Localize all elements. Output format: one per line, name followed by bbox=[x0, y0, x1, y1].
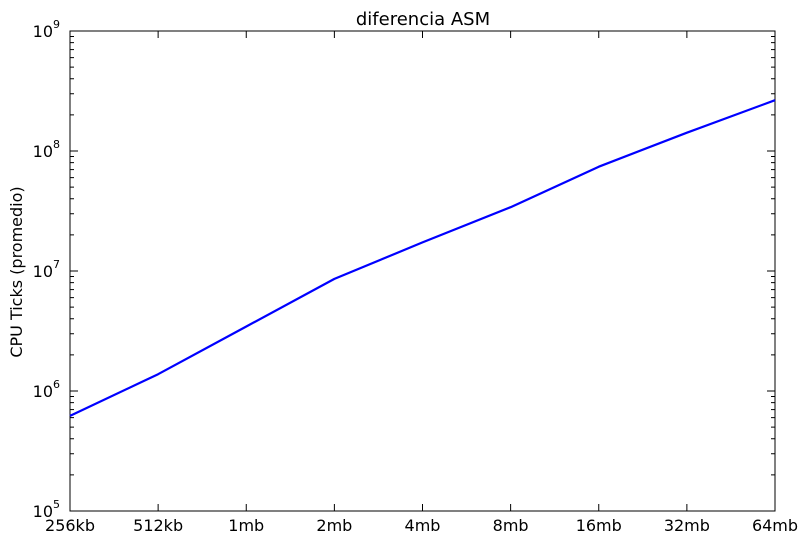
chart-title: diferencia ASM bbox=[356, 9, 490, 30]
y-tick-label: 108 bbox=[33, 138, 60, 161]
x-tick-label: 16mb bbox=[576, 516, 622, 535]
x-tick-label: 512kb bbox=[133, 516, 183, 535]
x-tick-label: 4mb bbox=[405, 516, 441, 535]
x-tick-label: 1mb bbox=[228, 516, 264, 535]
y-tick-label: 109 bbox=[33, 18, 60, 41]
series-line bbox=[69, 99, 776, 417]
y-tick-label: 107 bbox=[33, 258, 60, 281]
y-tick-label: 105 bbox=[33, 498, 60, 521]
x-tick-label: 64mb bbox=[752, 516, 798, 535]
y-axis-label: CPU Ticks (promedio) bbox=[7, 186, 26, 357]
plot-frame bbox=[69, 30, 776, 512]
y-tick-label: 106 bbox=[33, 378, 60, 401]
x-tick-label: 256kb bbox=[45, 516, 95, 535]
x-tick-label: 2mb bbox=[316, 516, 352, 535]
x-tick-label: 8mb bbox=[493, 516, 529, 535]
x-tick-label: 32mb bbox=[664, 516, 710, 535]
plot-area: 256kb 512kb 1mb 2mb 4mb 8mb 16mb 32mb 64mb 105 106… bbox=[33, 18, 798, 535]
